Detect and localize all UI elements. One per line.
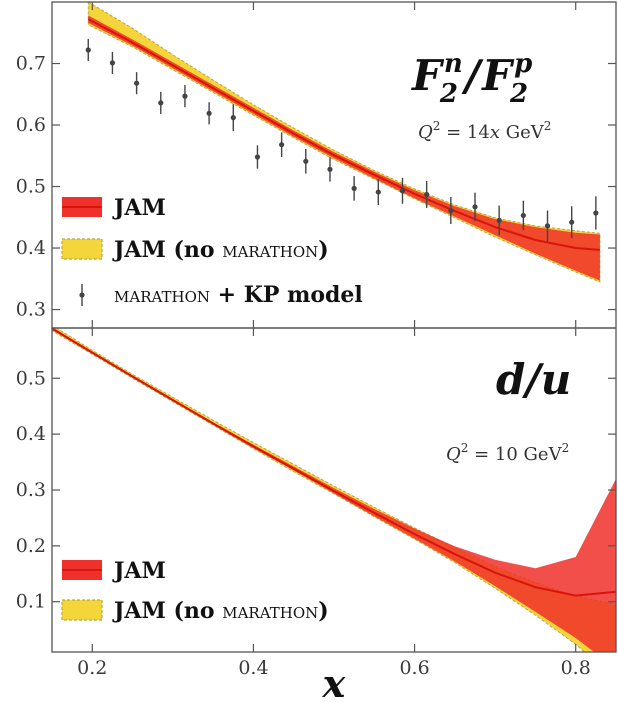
- x-tick-label: 0.6: [399, 657, 429, 679]
- point-marker: [303, 158, 309, 164]
- bottom-title: d/u: [496, 355, 571, 404]
- legend-label-data: marathon + KP model: [114, 282, 363, 308]
- data-point: [230, 104, 236, 132]
- legend-label-jam: JAM: [112, 558, 166, 584]
- data-point: [448, 196, 454, 225]
- y-tick-label: 0.7: [16, 53, 46, 75]
- point-marker: [544, 223, 551, 229]
- y-tick-label: 0.2: [16, 535, 46, 557]
- point-marker: [158, 100, 164, 106]
- data-point: [351, 176, 357, 201]
- y-tick-label: 0.4: [16, 423, 46, 445]
- y-tick-label: 0.5: [16, 367, 46, 389]
- top-title: F2n/F2p: [411, 49, 532, 109]
- data-point: [85, 38, 91, 62]
- data-point: [375, 179, 381, 205]
- legend-label-jam-nomarathon: JAM (no marathon): [112, 598, 329, 624]
- data-point: [158, 91, 164, 114]
- y-tick-label: 0.6: [16, 114, 46, 136]
- point-marker: [569, 219, 575, 225]
- legend-label-jam-nomarathon: JAM (no marathon): [112, 237, 329, 263]
- bottom-axes: 0.1 0.2 0.3 0.4 0.5 0.2 0.4 0.6 0.8: [16, 328, 616, 679]
- legend-swatch-jam-nomarathon: [61, 238, 103, 260]
- top-y-axis: 0.3 0.4 0.5 0.6 0.7: [16, 2, 616, 328]
- bottom-legend: JAM JAM (no marathon): [61, 558, 329, 624]
- data-point: [182, 85, 188, 108]
- point-marker: [230, 115, 236, 121]
- y-tick-label: 0.4: [16, 237, 46, 259]
- point-marker: [399, 188, 406, 194]
- x-tick-label: 0.2: [77, 657, 107, 679]
- data-point: [327, 157, 333, 182]
- data-point: [424, 180, 430, 209]
- point-marker: [375, 189, 381, 195]
- point-marker: [424, 191, 430, 198]
- data-point: [206, 102, 212, 125]
- point-marker: [206, 110, 212, 116]
- legend-swatch-data-point: [79, 292, 85, 298]
- data-point: [303, 149, 309, 174]
- bottom-panel: 0.1 0.2 0.3 0.4 0.5 0.2 0.4 0.6 0.8 d/u Q2 = 10 …: [16, 327, 617, 702]
- point-marker: [254, 154, 261, 160]
- point-marker: [109, 60, 116, 66]
- data-point: [496, 205, 502, 236]
- legend-swatch-jam-nomarathon: [61, 599, 103, 621]
- x-tick-label: 0.4: [238, 657, 268, 679]
- data-point: [134, 72, 140, 95]
- bottom-bands: [52, 328, 616, 652]
- data-point: [109, 51, 116, 74]
- x-tick-label: 0.8: [561, 657, 591, 679]
- data-point: [472, 192, 478, 221]
- point-marker: [327, 166, 333, 172]
- point-marker: [496, 217, 502, 223]
- top-kinematics: Q2 = 14x GeV2: [418, 119, 551, 143]
- point-marker: [351, 185, 357, 191]
- band-jam-top: [88, 15, 600, 281]
- data-point: [254, 145, 261, 169]
- y-tick-label: 0.3: [16, 299, 46, 321]
- point-marker: [85, 47, 91, 53]
- data-point: [399, 177, 406, 204]
- point-marker: [182, 93, 188, 99]
- top-panel: 0.3 0.4 0.5 0.6 0.7 F2n/F2p Q2 = 14x GeV2 JA…: [16, 1, 617, 329]
- point-marker: [279, 142, 285, 148]
- point-marker: [448, 207, 454, 214]
- data-point: [520, 200, 526, 231]
- data-point: [544, 210, 551, 242]
- point-marker: [134, 80, 140, 86]
- top-data-points: [85, 38, 599, 242]
- top-legend: JAM JAM (no marathon) marathon + KP mode…: [61, 195, 363, 308]
- y-tick-label: 0.5: [16, 176, 46, 198]
- top-bands: [87, 2, 601, 283]
- point-marker: [472, 204, 478, 210]
- data-point: [569, 206, 575, 239]
- data-point: [279, 132, 285, 158]
- central-line-jam-bottom: [52, 328, 616, 597]
- bottom-kinematics: Q2 = 10 GeV2: [446, 441, 569, 465]
- point-marker: [593, 210, 599, 216]
- y-tick-label: 0.1: [16, 591, 46, 613]
- central-line-jam-top: [87, 18, 600, 251]
- point-marker: [520, 212, 526, 219]
- x-axis-label: x: [322, 661, 347, 702]
- legend-label-jam: JAM: [112, 195, 166, 221]
- data-point: [593, 196, 599, 230]
- y-tick-label: 0.3: [16, 479, 46, 501]
